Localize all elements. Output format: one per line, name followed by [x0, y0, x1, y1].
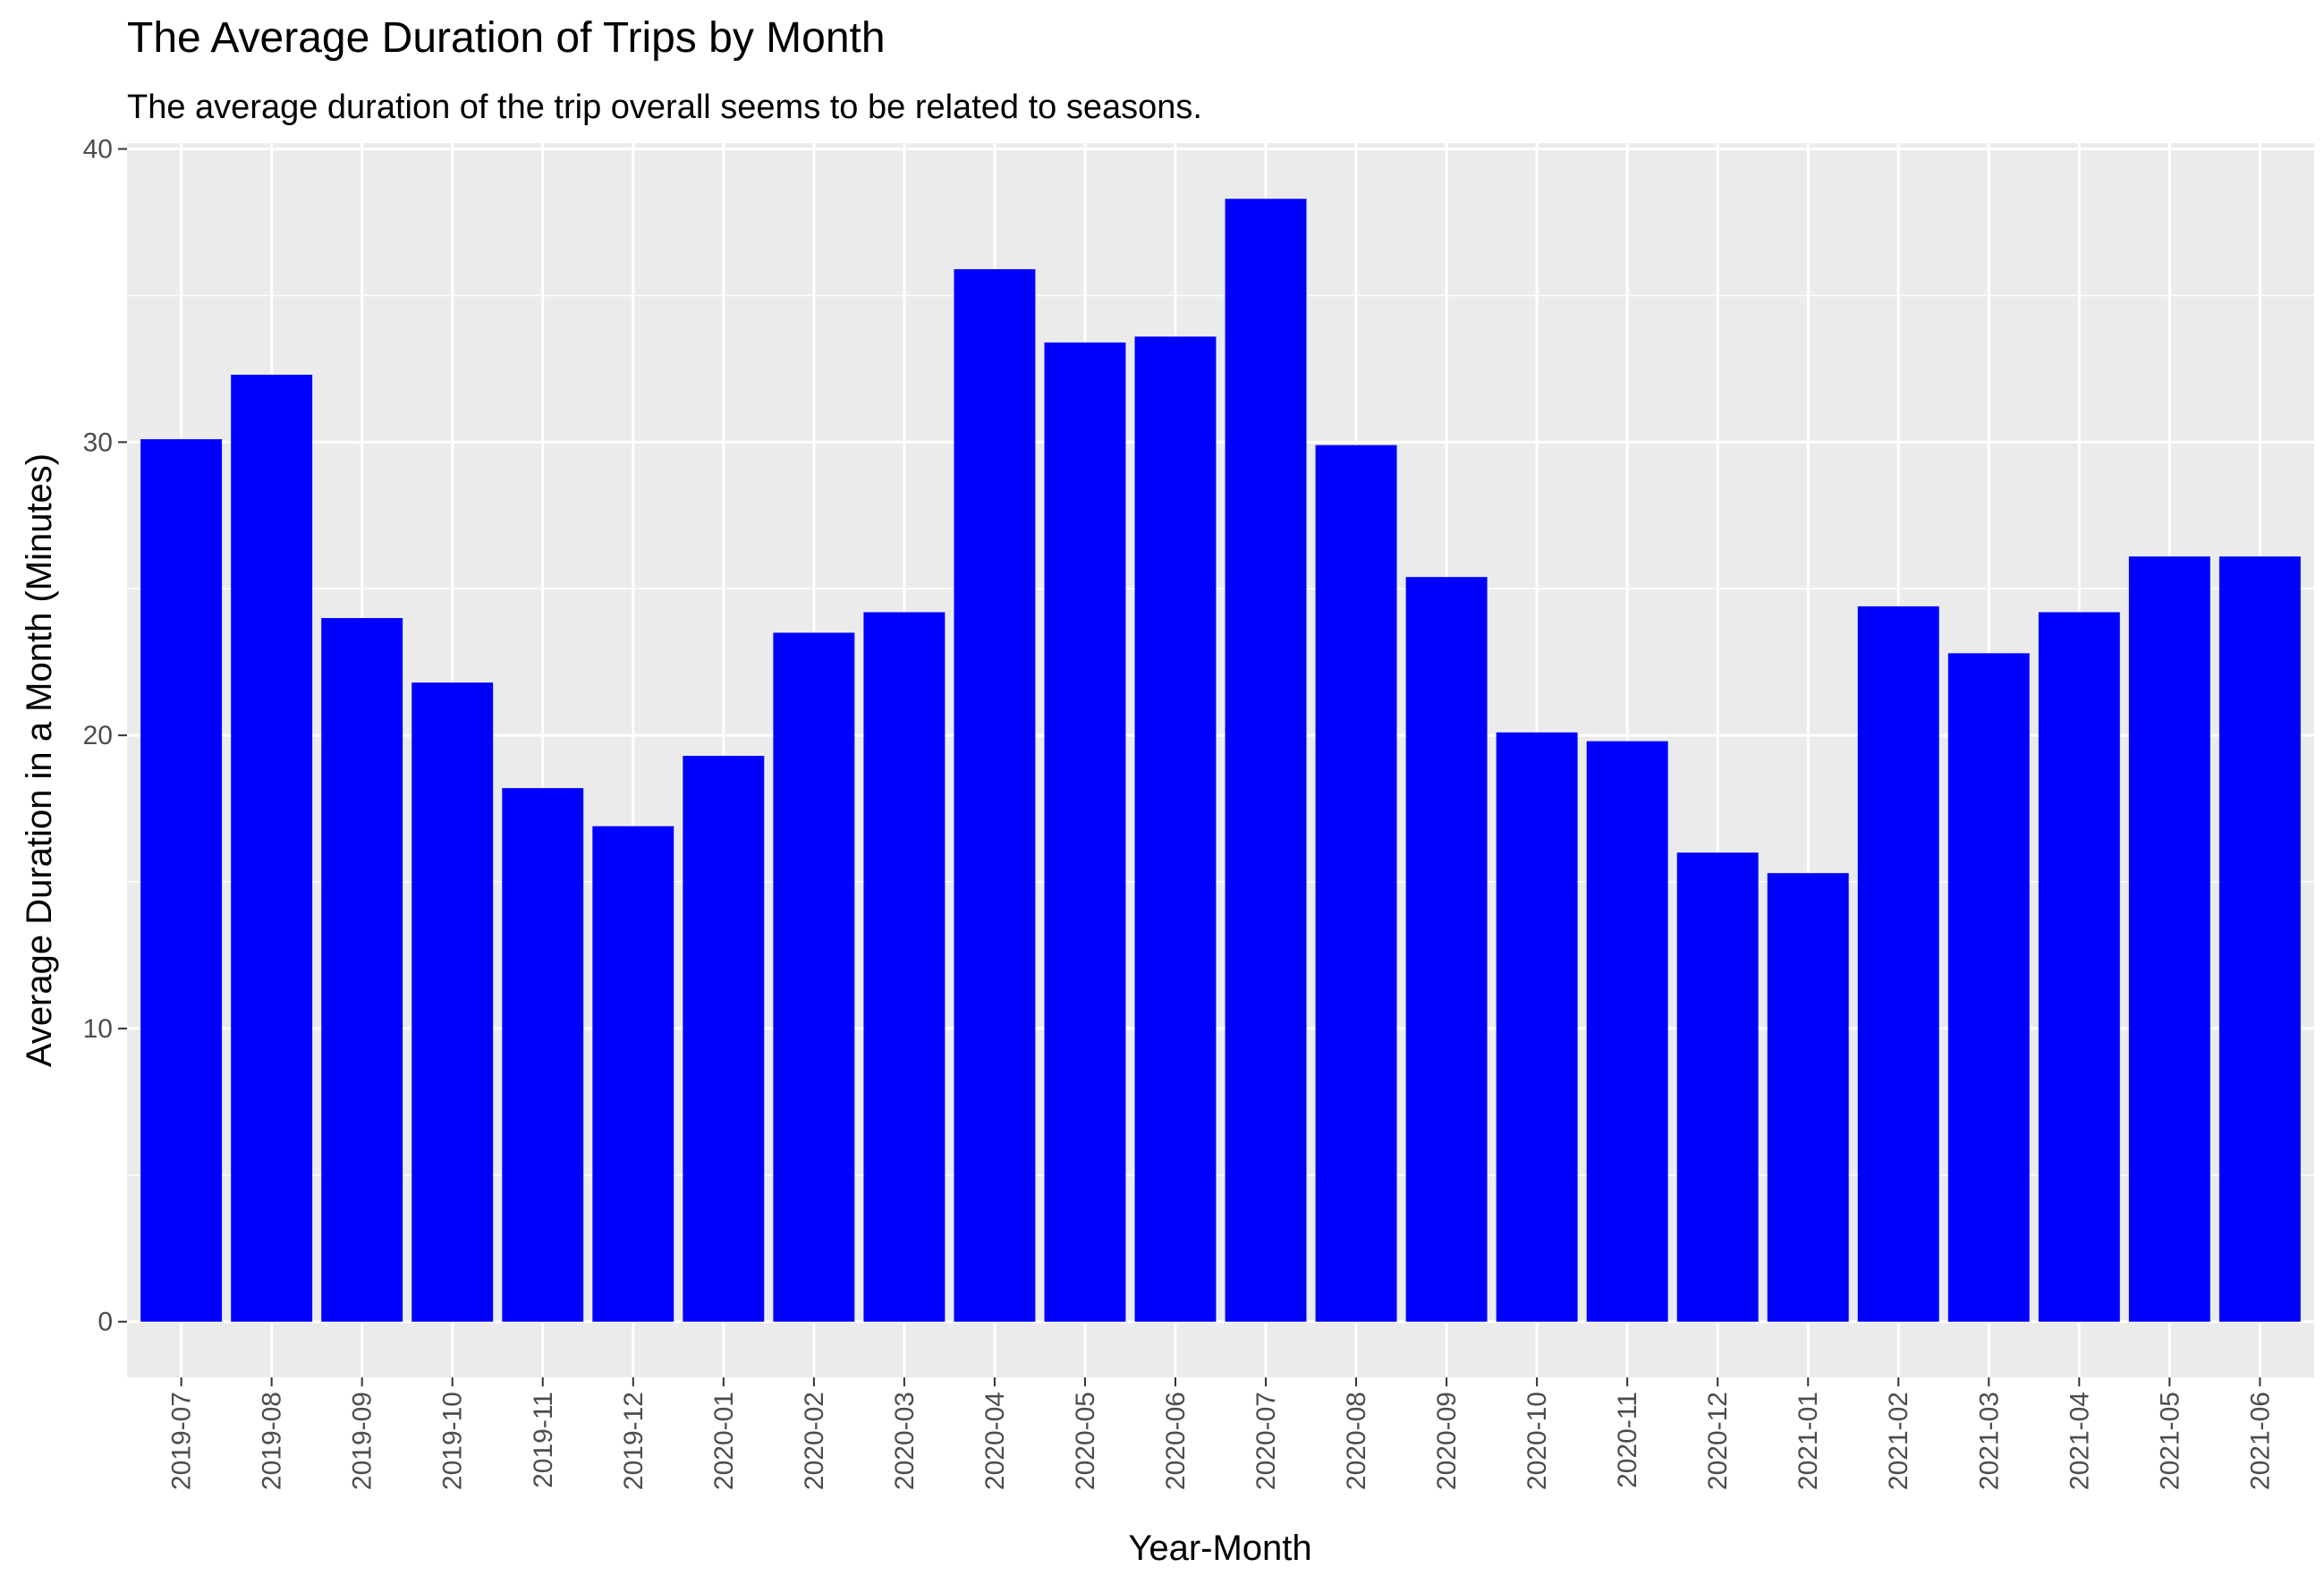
- y-tick-label: 20: [83, 721, 113, 750]
- bar-2021-05: [2128, 556, 2210, 1322]
- x-tick-label: 2021-06: [2245, 1392, 2275, 1490]
- bar-2021-03: [1947, 653, 2030, 1322]
- bar-2021-02: [1857, 606, 1939, 1322]
- bar-2019-08: [231, 374, 313, 1322]
- x-tick-label: 2020-11: [1613, 1392, 1642, 1488]
- x-tick-label: 2020-10: [1522, 1392, 1552, 1490]
- y-tick-label: 10: [83, 1014, 113, 1044]
- x-tick-label: 2019-12: [619, 1392, 649, 1490]
- x-tick-label: 2019-10: [438, 1392, 468, 1490]
- x-tick-label: 2019-11: [529, 1392, 558, 1488]
- bar-2020-10: [1496, 732, 1578, 1322]
- bar-2020-11: [1586, 741, 1668, 1322]
- x-tick-label: 2021-01: [1794, 1392, 1823, 1490]
- bar-2020-04: [954, 268, 1036, 1322]
- x-tick-label: 2020-04: [980, 1392, 1010, 1490]
- bar-2019-10: [411, 682, 494, 1322]
- x-tick-label: 2021-05: [2155, 1392, 2184, 1490]
- bar-2020-08: [1315, 445, 1397, 1322]
- bar-2020-09: [1405, 577, 1488, 1322]
- bars-group: [140, 199, 2301, 1322]
- bar-2019-11: [502, 788, 584, 1322]
- x-axis: 2019-07 2019-08 2019-09 2019-10 2019-11 2019-…: [167, 1377, 2275, 1490]
- bar-2019-12: [592, 826, 674, 1322]
- y-axis: 0 10 20 30 40: [83, 135, 127, 1337]
- bar-2019-09: [321, 618, 403, 1322]
- bar-2020-06: [1134, 336, 1217, 1322]
- x-tick-label: 2019-07: [167, 1392, 197, 1490]
- bar-2020-05: [1044, 342, 1126, 1322]
- bar-2020-07: [1225, 199, 1307, 1322]
- y-axis-title: Average Duration in a Month (Minutes): [20, 453, 59, 1067]
- x-tick-label: 2020-05: [1071, 1392, 1100, 1490]
- bar-2020-02: [773, 632, 855, 1322]
- bar-2021-01: [1767, 873, 1849, 1322]
- y-tick-label: 0: [98, 1308, 113, 1337]
- bar-2021-04: [2038, 612, 2120, 1322]
- x-tick-label: 2020-07: [1251, 1392, 1281, 1490]
- bar-2020-03: [863, 612, 946, 1322]
- y-tick-label: 40: [83, 135, 113, 165]
- x-axis-title: Year-Month: [1128, 1529, 1311, 1568]
- x-tick-label: 2020-12: [1703, 1392, 1733, 1490]
- chart-title: The Average Duration of Trips by Month: [127, 14, 886, 62]
- x-tick-label: 2020-08: [1342, 1392, 1371, 1490]
- x-tick-label: 2021-02: [1884, 1392, 1913, 1490]
- x-tick-label: 2019-08: [258, 1392, 287, 1490]
- y-tick-label: 30: [83, 428, 113, 457]
- x-tick-label: 2020-02: [800, 1392, 829, 1490]
- x-tick-label: 2021-04: [2065, 1392, 2094, 1490]
- x-tick-label: 2020-06: [1161, 1392, 1191, 1490]
- bar-2020-01: [683, 756, 765, 1322]
- x-tick-label: 2020-03: [890, 1392, 920, 1490]
- x-tick-label: 2019-09: [348, 1392, 377, 1490]
- bar-2019-07: [140, 439, 223, 1322]
- chart-subtitle: The average duration of the trip overall…: [127, 89, 1202, 126]
- bar-2020-12: [1676, 852, 1759, 1322]
- x-tick-label: 2021-03: [1974, 1392, 2004, 1490]
- bar-2021-06: [2218, 556, 2301, 1322]
- x-tick-label: 2020-01: [709, 1392, 739, 1490]
- x-tick-label: 2020-09: [1432, 1392, 1462, 1490]
